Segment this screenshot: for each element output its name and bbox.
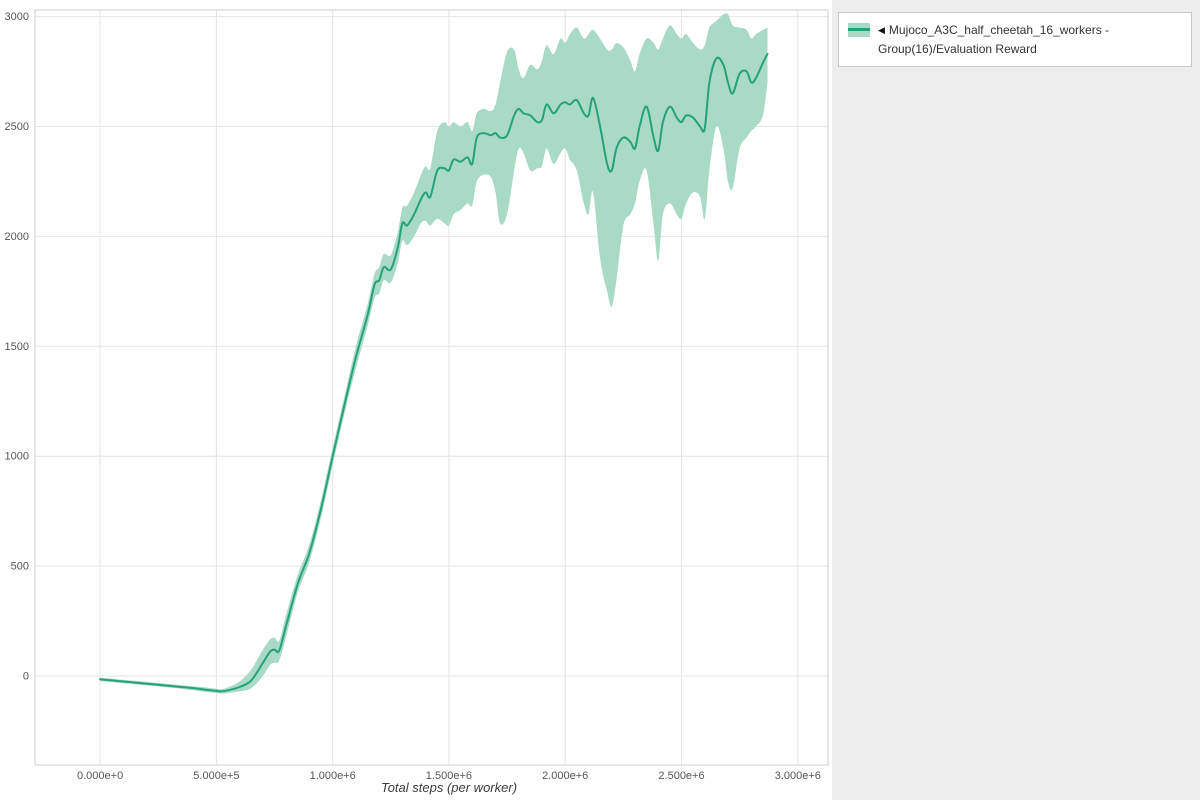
- y-tick-label: 1500: [5, 341, 29, 353]
- legend-swatch-icon: [848, 23, 870, 37]
- x-tick-label: 5.000e+5: [193, 770, 239, 782]
- series-line: [99, 53, 769, 693]
- legend-entry: ◀ Mujoco_A3C_half_cheetah_16_workers - Gr…: [878, 21, 1182, 58]
- x-tick-label: 2.500e+6: [658, 770, 704, 782]
- legend-line-swatch: [848, 28, 870, 31]
- series-layer: [99, 13, 769, 694]
- y-tick-label: 3000: [5, 11, 29, 23]
- y-tick-label: 2500: [5, 121, 29, 133]
- reward-chart: 0.000e+0 5.000e+5 1.000e+6 1.500e+6 2.000e+6…: [5, 9, 829, 795]
- y-axis-tick-labels: 0 500 1000 1500 2000 2500 3000: [5, 11, 29, 682]
- x-tick-label: 0.000e+0: [77, 770, 123, 782]
- y-tick-label: 0: [23, 671, 29, 683]
- plot-frame: [34, 9, 829, 766]
- legend-collapse-icon[interactable]: ◀: [878, 25, 885, 35]
- y-tick-label: 2000: [5, 231, 29, 243]
- chart-card: 0.000e+0 5.000e+5 1.000e+6 1.500e+6 2.000e+6…: [0, 0, 832, 800]
- x-axis-tick-labels: 0.000e+0 5.000e+5 1.000e+6 1.500e+6 2.000e+6…: [77, 770, 821, 782]
- plot-border: [34, 9, 829, 766]
- legend-label: Mujoco_A3C_half_cheetah_16_workers - Gro…: [878, 23, 1110, 56]
- x-tick-label: 2.000e+6: [542, 770, 588, 782]
- x-axis-title: Total steps (per worker): [381, 780, 517, 795]
- y-tick-label: 500: [11, 561, 29, 573]
- legend[interactable]: ◀ Mujoco_A3C_half_cheetah_16_workers - Gr…: [838, 12, 1192, 68]
- x-tick-label: 1.000e+6: [310, 770, 356, 782]
- confidence-band: [100, 13, 768, 694]
- y-tick-label: 1000: [5, 451, 29, 463]
- x-tick-label: 3.000e+6: [775, 770, 821, 782]
- x-tick-label: 1.500e+6: [426, 770, 472, 782]
